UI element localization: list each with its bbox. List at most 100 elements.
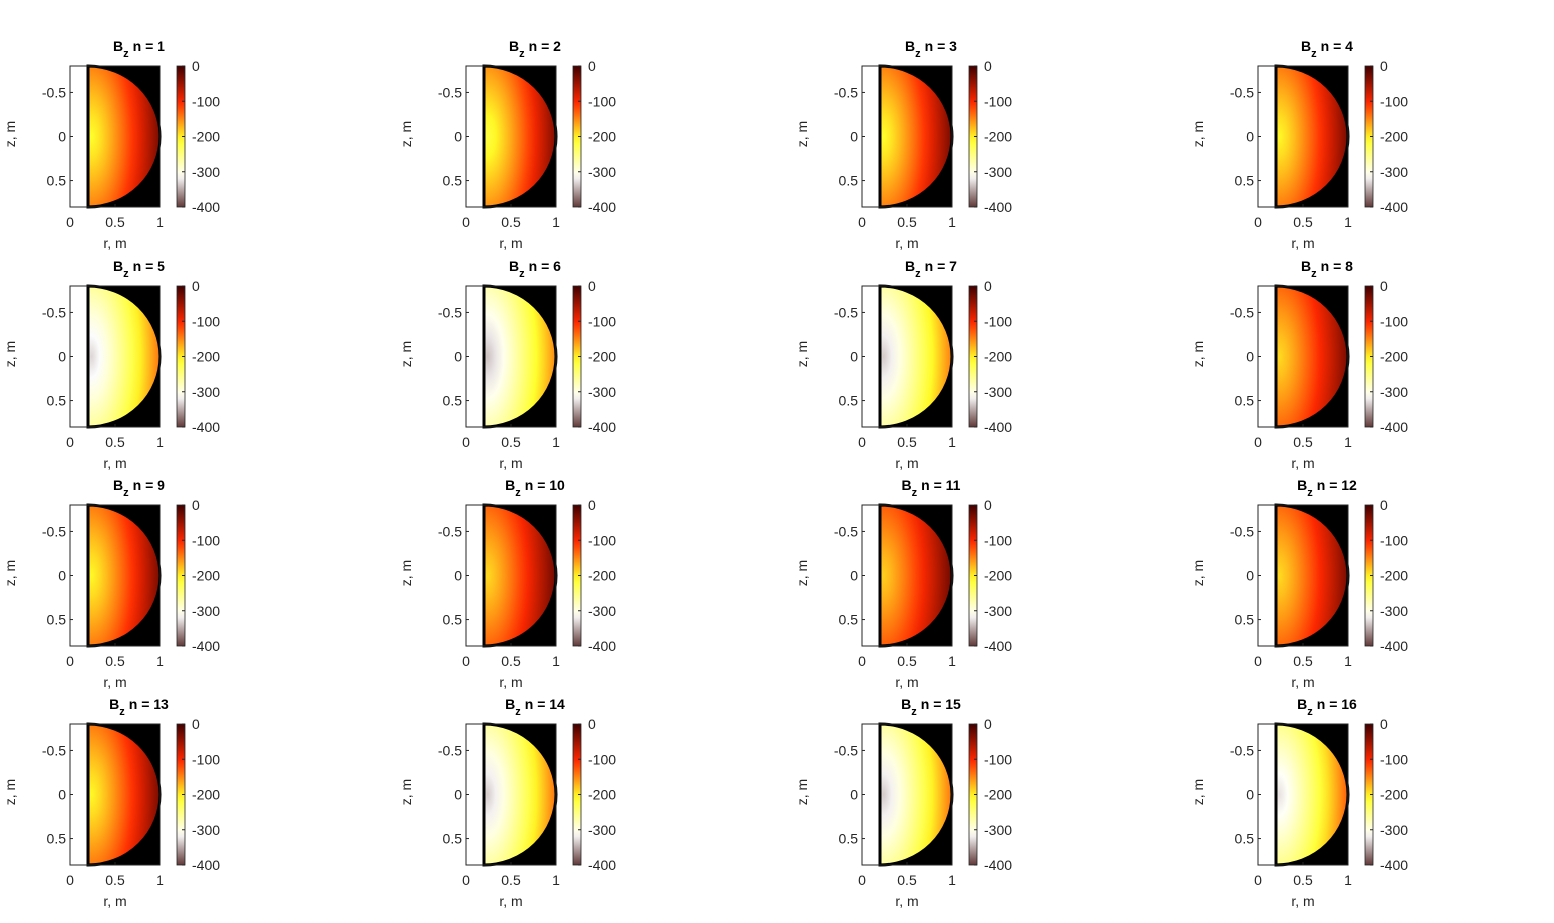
title-base: B	[901, 477, 912, 493]
colorbar-tick-label: 0	[192, 716, 200, 732]
x-tick-label: 1	[552, 434, 560, 450]
plot-svg: -0.5 0 0.5 0 0.5 1 0 -100 -200 -300 -400	[834, 716, 1012, 888]
subplot-title: Bz n = 8	[1266, 258, 1388, 280]
x-axis-label: r, m	[499, 455, 523, 471]
colorbar-tick-label: -300	[588, 164, 616, 180]
colorbar-tick-label: 0	[192, 58, 200, 74]
inner-region	[862, 724, 880, 865]
x-tick-label: 1	[552, 872, 560, 888]
plot-svg: -0.5 0 0.5 0 0.5 1 0 -100 -200 -300 -400	[42, 58, 220, 230]
title-text: n = 7	[924, 258, 957, 274]
title-base: B	[109, 696, 120, 712]
subplot-title: Bz n = 5	[78, 258, 200, 280]
colorbar-tick-label: -300	[588, 822, 616, 838]
y-tick-label: 0.5	[443, 393, 463, 409]
y-tick-label: 0.5	[47, 612, 67, 628]
y-tick-label: 0	[454, 568, 462, 584]
subplot-title: Bz n = 7	[870, 258, 992, 280]
y-tick-label: 0.5	[443, 173, 463, 189]
colorbar-tick-label: -300	[192, 603, 220, 619]
colorbar-tick-label: -100	[192, 751, 220, 767]
y-tick-label: 0.5	[839, 173, 859, 189]
colorbar-tick-label: -300	[1380, 822, 1408, 838]
colorbar-tick-label: -300	[588, 384, 616, 400]
inner-region	[466, 286, 484, 427]
title-subscript: z	[123, 487, 129, 499]
inner-region	[466, 724, 484, 865]
field-heatmap	[1276, 505, 1348, 646]
y-tick-label: 0.5	[839, 612, 859, 628]
colorbar-tick-label: -200	[192, 568, 220, 584]
y-tick-label: 0	[58, 129, 66, 145]
x-tick-label: 0	[66, 214, 74, 230]
title-base: B	[905, 258, 916, 274]
x-tick-label: 0.5	[105, 872, 125, 888]
colorbar-tick-label: 0	[1380, 58, 1388, 74]
y-tick-label: 0.5	[47, 393, 67, 409]
title-text: n = 2	[528, 38, 561, 54]
subplot-16: Bz n = 16 z, m r, m -0.5 0 0.5 0 0.5 1 0 -100 -200 -3…	[1188, 696, 1448, 911]
x-tick-label: 0	[1254, 872, 1262, 888]
x-tick-label: 0	[462, 214, 470, 230]
colorbar-tick-label: -400	[984, 419, 1012, 435]
x-tick-label: 0.5	[1293, 434, 1313, 450]
subplot-8: Bz n = 8 z, m r, m -0.5 0 0.5 0 0.5 1 0 -100 -200 -30…	[1188, 258, 1448, 473]
title-base: B	[113, 258, 124, 274]
colorbar-tick-label: -200	[588, 568, 616, 584]
title-text: n = 3	[924, 38, 957, 54]
x-tick-label: 1	[1344, 434, 1352, 450]
subplot-title: Bz n = 1	[78, 38, 200, 60]
x-tick-label: 0	[1254, 434, 1262, 450]
x-axis-label: r, m	[1291, 674, 1315, 690]
colorbar-tick-label: -400	[1380, 199, 1408, 215]
colorbar-tick-label: -200	[588, 129, 616, 145]
colorbar-tick-label: -400	[1380, 419, 1408, 435]
y-tick-label: 0	[58, 568, 66, 584]
plot-svg: -0.5 0 0.5 0 0.5 1 0 -100 -200 -300 -400	[438, 58, 616, 230]
title-subscript: z	[1307, 706, 1313, 718]
x-tick-label: 0.5	[1293, 214, 1313, 230]
colorbar-tick-label: 0	[984, 716, 992, 732]
y-tick-label: 0	[1246, 787, 1254, 803]
colorbar-tick-label: -200	[984, 129, 1012, 145]
inner-region	[70, 286, 88, 427]
x-tick-label: 0.5	[501, 872, 521, 888]
colorbar-tick-label: -400	[588, 199, 616, 215]
colorbar-tick-label: -100	[1380, 93, 1408, 109]
x-tick-label: 0	[66, 653, 74, 669]
y-tick-label: 0	[454, 129, 462, 145]
x-axis-label: r, m	[103, 893, 127, 909]
title-subscript: z	[515, 706, 521, 718]
subplot-title: Bz n = 13	[78, 696, 200, 718]
title-subscript: z	[123, 268, 129, 280]
subplot-title: Bz n = 3	[870, 38, 992, 60]
subplot-12: Bz n = 12 z, m r, m -0.5 0 0.5 0 0.5 1 0 -100 -200 -3…	[1188, 477, 1448, 692]
colorbar-tick-label: -200	[1380, 568, 1408, 584]
colorbar-tick-label: -400	[588, 419, 616, 435]
subplot-11: Bz n = 11 z, m r, m -0.5 0 0.5 0 0.5 1 0 -100 -200 -3…	[792, 477, 1052, 692]
y-tick-label: 0.5	[47, 831, 67, 847]
x-tick-label: 0	[1254, 653, 1262, 669]
x-tick-label: 0.5	[105, 434, 125, 450]
colorbar-tick-label: -100	[192, 532, 220, 548]
x-tick-label: 1	[948, 214, 956, 230]
y-tick-label: -0.5	[834, 84, 858, 100]
field-heatmap	[88, 724, 160, 865]
subplot-3: Bz n = 3 z, m r, m -0.5 0 0.5 0 0.5 1 0 -100 -200 -30…	[792, 38, 1052, 253]
title-base: B	[509, 258, 520, 274]
colorbar-tick-label: 0	[588, 58, 596, 74]
y-tick-label: -0.5	[1230, 304, 1254, 320]
title-text: n = 12	[1316, 477, 1357, 493]
title-text: n = 6	[528, 258, 561, 274]
colorbar-tick-label: 0	[984, 58, 992, 74]
colorbar-tick-label: 0	[1380, 716, 1388, 732]
title-text: n = 11	[921, 477, 961, 493]
plot-svg: -0.5 0 0.5 0 0.5 1 0 -100 -200 -300 -400	[42, 716, 220, 888]
inner-region	[70, 66, 88, 207]
colorbar-tick-label: -200	[588, 349, 616, 365]
x-tick-label: 0	[462, 653, 470, 669]
colorbar-tick-label: 0	[192, 497, 200, 513]
y-tick-label: -0.5	[834, 523, 858, 539]
subplot-2: Bz n = 2 z, m r, m -0.5 0 0.5 0 0.5 1 0 -100 -200 -30…	[396, 38, 656, 253]
x-tick-label: 0	[858, 214, 866, 230]
